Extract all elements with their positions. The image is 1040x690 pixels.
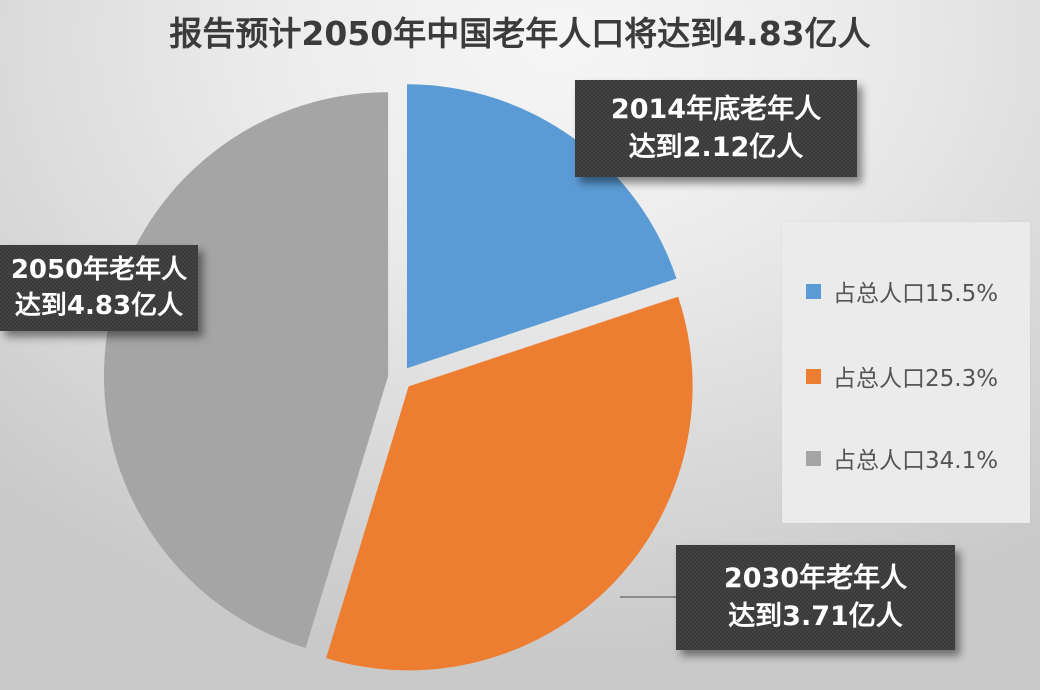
data-label-2030-line1: 2030年老年人 xyxy=(723,562,908,594)
pie-slice-2050[interactable] xyxy=(103,92,389,648)
legend-label: 占总人口25.3% xyxy=(833,366,999,392)
legend-item-2050[interactable]: 占总人口34.1% xyxy=(806,443,999,474)
legend-item-2014[interactable]: 占总人口15.5% xyxy=(806,276,999,307)
pie-slice-2014[interactable] xyxy=(407,84,677,369)
leader-line-2030 xyxy=(620,596,676,598)
data-label-2014-line2: 达到2.12亿人 xyxy=(628,131,804,163)
legend-swatch-gray-icon xyxy=(806,450,821,466)
chart-legend: 占总人口15.5% 占总人口25.3% 占总人口34.1% xyxy=(782,222,1030,523)
pie-slice-2030[interactable] xyxy=(326,296,693,671)
data-label-2030: 2030年老年人 达到3.71亿人 xyxy=(676,545,955,650)
data-label-2050-line1: 2050年老年人 xyxy=(10,255,188,285)
legend-item-2030[interactable]: 占总人口25.3% xyxy=(806,361,999,392)
data-label-2050: 2050年老年人 达到4.83亿人 xyxy=(0,245,198,331)
data-label-2050-line2: 达到4.83亿人 xyxy=(14,291,184,321)
legend-swatch-orange-icon xyxy=(806,368,821,384)
legend-label: 占总人口15.5% xyxy=(833,281,999,307)
data-label-2030-line2: 达到3.71亿人 xyxy=(728,600,903,632)
chart-title: 报告预计2050年中国老年人口将达到4.83亿人 xyxy=(169,14,871,53)
legend-swatch-blue-icon xyxy=(806,283,821,299)
legend-label: 占总人口34.1% xyxy=(833,448,999,474)
data-label-2014-line1: 2014年底老年人 xyxy=(610,93,822,125)
data-label-2014: 2014年底老年人 达到2.12亿人 xyxy=(575,80,857,177)
